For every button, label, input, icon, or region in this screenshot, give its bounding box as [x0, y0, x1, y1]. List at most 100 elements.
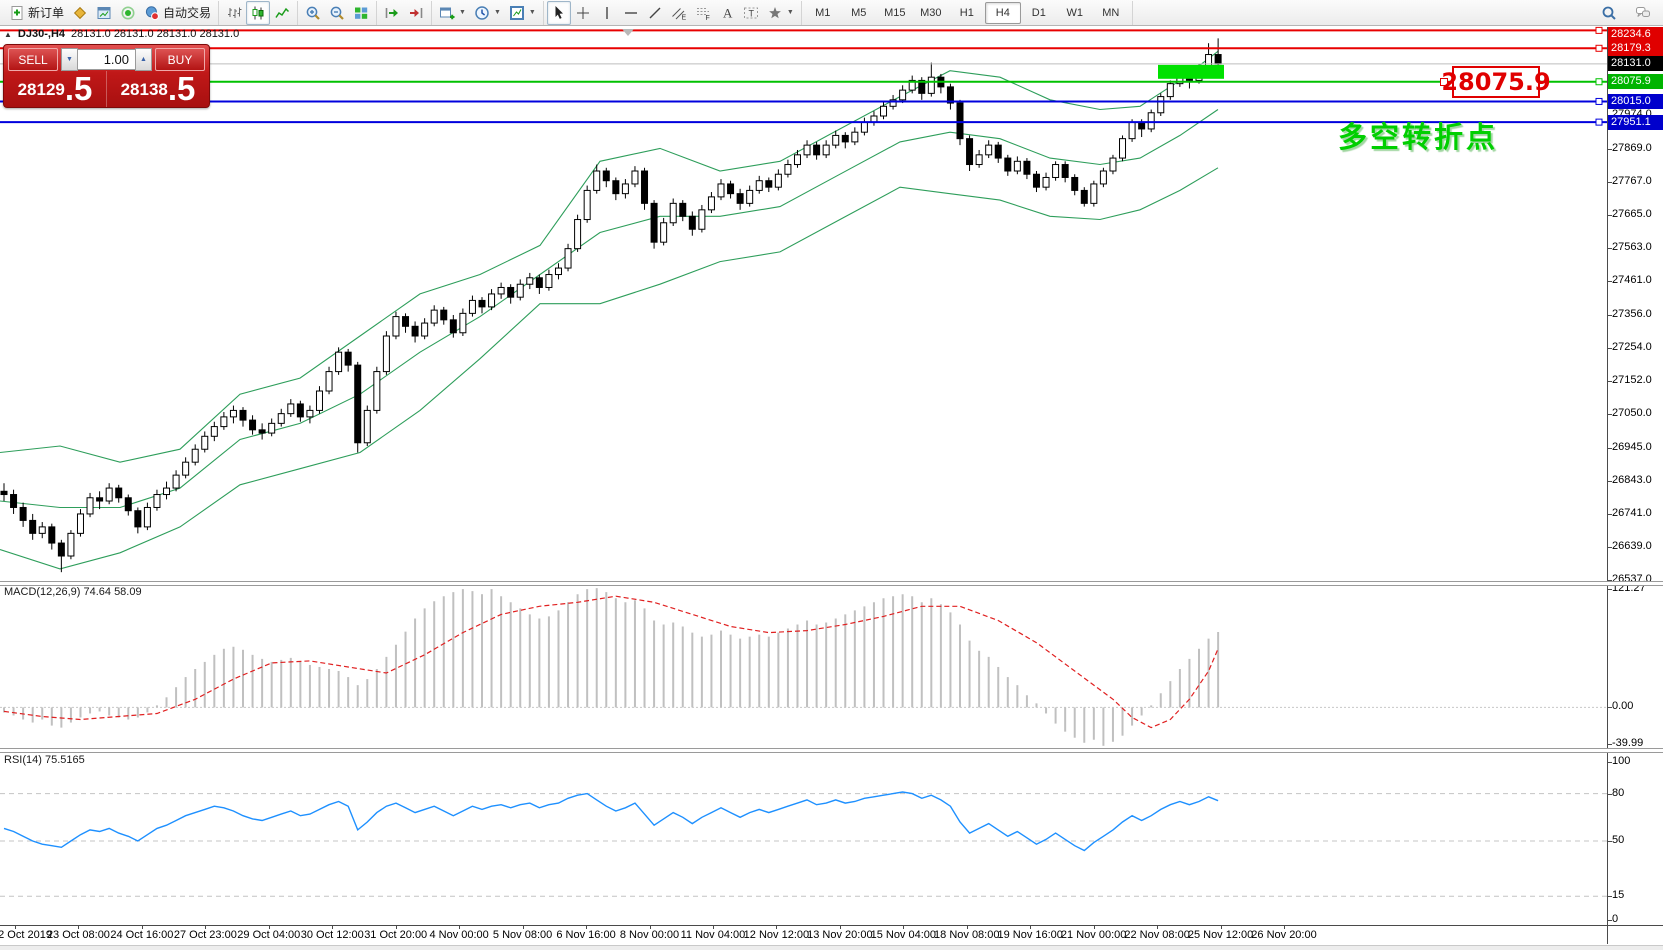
timeframe-m5-button[interactable]: M5	[841, 2, 877, 24]
candle-body	[707, 196, 715, 211]
candle-body	[803, 144, 811, 156]
price-tick	[1607, 546, 1612, 548]
toolbar-group-3	[377, 0, 433, 25]
timeframe-mn-button[interactable]: MN	[1093, 2, 1129, 24]
chart-text-annotation[interactable]: 多空转折点	[1338, 122, 1499, 154]
time-tick	[1030, 925, 1032, 929]
toolbar-button-label: H4	[995, 6, 1010, 19]
candle-body	[392, 316, 400, 337]
time-tick	[1157, 925, 1159, 929]
autotrade-icon	[145, 5, 159, 20]
timeframe-w1-button[interactable]: W1	[1057, 2, 1093, 24]
doc-plus-button[interactable]: 新订单	[5, 1, 68, 25]
candle-body	[239, 409, 247, 421]
bars-button[interactable]	[222, 1, 246, 25]
price-badge: 28131.0	[1608, 56, 1663, 72]
toolbar-button-label: M30	[920, 6, 942, 19]
candle-body	[727, 183, 735, 195]
candle-body	[1080, 189, 1088, 204]
volume-input[interactable]: 1.00	[78, 49, 135, 70]
candle-body	[593, 170, 601, 191]
text-button[interactable]: A	[715, 1, 739, 25]
price-tick	[1607, 513, 1612, 515]
search-icon	[1602, 6, 1616, 20]
price-tick-label: 27869.0	[1612, 141, 1652, 154]
timeframe-m15-button[interactable]: M15	[877, 2, 913, 24]
shapes-button[interactable]: ▼	[763, 1, 798, 25]
linechart-button[interactable]	[270, 1, 294, 25]
candle-body	[335, 351, 343, 373]
chart-title: ▲ DJ30-,H4 28131.0 28131.0 28131.0 28131…	[4, 28, 239, 40]
autoscroll-button[interactable]	[380, 1, 404, 25]
label-button[interactable]: T	[739, 1, 763, 25]
trendline-icon	[649, 7, 661, 18]
shift-button[interactable]	[404, 1, 428, 25]
price-tick-label: 26945.0	[1612, 440, 1652, 453]
candles-button[interactable]	[246, 0, 271, 25]
fibo-button[interactable]: F	[691, 1, 715, 25]
timeframe-m1-button[interactable]: M1	[805, 2, 841, 24]
time-tick	[1220, 925, 1222, 929]
template-icon	[509, 5, 524, 20]
buy-price[interactable]: 28138.5	[120, 70, 196, 107]
clock-button[interactable]: ▼	[470, 1, 505, 25]
candle-body	[946, 86, 954, 104]
candle-body	[96, 497, 104, 502]
cursor-button[interactable]	[546, 0, 571, 25]
tiles-button[interactable]	[349, 1, 373, 25]
timeframe-d1-button[interactable]: D1	[1021, 2, 1057, 24]
time-tick-label: 25 Nov 12:00	[1187, 929, 1254, 941]
vline-button[interactable]	[595, 1, 619, 25]
buy-button[interactable]: BUY	[155, 48, 205, 71]
timeframe-m30-button[interactable]: M30	[913, 2, 949, 24]
channel-button[interactable]: E	[667, 1, 691, 25]
hline-tool-button[interactable]	[619, 1, 643, 25]
candle-body	[258, 429, 266, 434]
zoom-out-button[interactable]	[325, 1, 349, 25]
rsi-tick	[1607, 920, 1612, 921]
collapse-panel-icon[interactable]: ▲	[4, 29, 12, 39]
diamond-icon	[73, 6, 87, 19]
zoom-in-button[interactable]	[301, 1, 325, 25]
candle-body	[105, 487, 113, 502]
chat-button[interactable]	[1631, 1, 1655, 25]
price-tick-label: 27050.0	[1612, 406, 1652, 419]
timeframe-h1-button[interactable]: H1	[949, 2, 985, 24]
window-chart-button[interactable]	[92, 1, 116, 25]
time-tick	[1093, 925, 1095, 929]
volume-down-button[interactable]: ▼	[61, 48, 78, 71]
sell-price[interactable]: 28129.5	[4, 71, 107, 107]
candle-body	[1166, 83, 1174, 98]
macd-tick	[1607, 589, 1612, 590]
candle-body	[1157, 96, 1165, 114]
autotrade-button[interactable]: 自动交易	[140, 1, 215, 25]
sell-button[interactable]: SELL	[8, 48, 58, 71]
template-button[interactable]: ▼	[505, 1, 540, 25]
candle-body	[880, 105, 888, 117]
channel-icon: E	[671, 7, 686, 21]
timeframe-h4-button[interactable]: H4	[984, 1, 1021, 24]
candle-body	[488, 293, 496, 308]
price-label-object[interactable]: 28075.9	[1441, 66, 1551, 98]
candle-body	[918, 79, 926, 94]
candle-body	[229, 409, 237, 418]
candle-body	[1090, 183, 1098, 204]
crosshair-button[interactable]	[571, 1, 595, 25]
volume-up-button[interactable]: ▲	[135, 48, 152, 71]
window-plus-button[interactable]: ▼	[435, 1, 470, 25]
diamond-button[interactable]	[68, 1, 92, 25]
bollinger-lower-band	[0, 167, 1219, 570]
search-button[interactable]	[1597, 1, 1621, 25]
macd-indicator-label: MACD(12,26,9) 74.64 58.09	[4, 586, 142, 598]
rsi-tick	[1607, 896, 1612, 898]
trendline-button[interactable]	[643, 1, 667, 25]
candle-body	[124, 497, 132, 512]
price-tick	[1607, 480, 1612, 482]
time-tick-label: 15 Nov 04:00	[870, 929, 937, 941]
signal-button[interactable]	[116, 1, 140, 25]
candle-body	[1147, 112, 1155, 130]
candle-body	[497, 286, 505, 295]
panel-divider-macd[interactable]	[0, 581, 1663, 586]
panel-divider-rsi[interactable]	[0, 748, 1663, 753]
